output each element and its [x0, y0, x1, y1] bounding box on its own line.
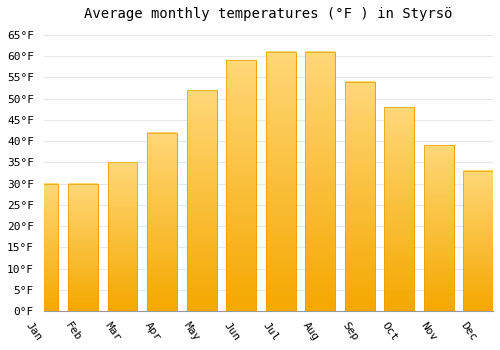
Bar	[148, 133, 177, 311]
Title: Average monthly temperatures (°F ) in Styrsö: Average monthly temperatures (°F ) in St…	[84, 7, 452, 21]
Bar	[384, 107, 414, 311]
Bar	[266, 52, 296, 311]
Bar	[29, 183, 58, 311]
Bar	[345, 82, 374, 311]
Bar	[266, 52, 296, 311]
Bar	[29, 183, 58, 311]
Bar	[68, 183, 98, 311]
Bar	[424, 145, 454, 311]
Bar	[345, 82, 374, 311]
Bar	[306, 52, 335, 311]
Bar	[306, 52, 335, 311]
Bar	[108, 162, 138, 311]
Bar	[464, 171, 493, 311]
Bar	[226, 60, 256, 311]
Bar	[68, 183, 98, 311]
Bar	[187, 90, 216, 311]
Bar	[464, 171, 493, 311]
Bar	[424, 145, 454, 311]
Bar	[187, 90, 216, 311]
Bar	[108, 162, 138, 311]
Bar	[384, 107, 414, 311]
Bar	[148, 133, 177, 311]
Bar	[226, 60, 256, 311]
